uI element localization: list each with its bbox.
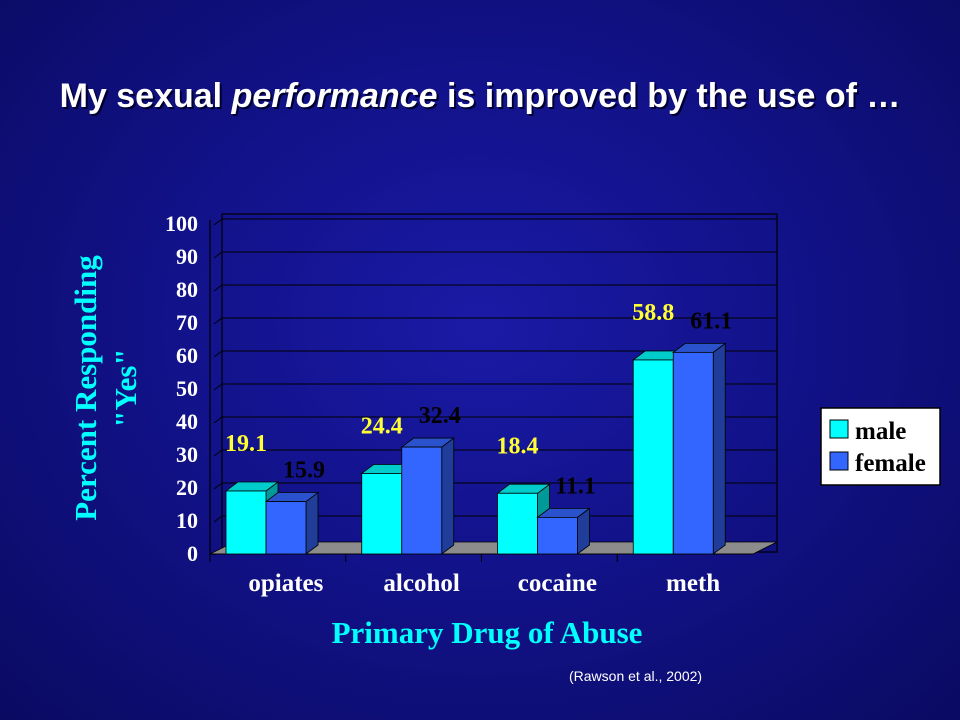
y-tick-label: 50 [176, 376, 198, 401]
y-tick-mark [213, 482, 223, 490]
y-tick-mark [213, 383, 223, 391]
bar-female-meth [672, 351, 714, 555]
y-tick-label: 90 [176, 244, 198, 269]
y-tick-label: 100 [165, 211, 198, 236]
bar-male-alcohol [361, 473, 403, 555]
legend-label-male: male [855, 418, 906, 445]
slide-title: My sexual performance is improved by the… [59, 77, 901, 115]
y-tick-label: 10 [176, 508, 198, 533]
bar-female-cocaine [537, 516, 578, 555]
data-label-male: 19.1 [225, 431, 267, 457]
y-tick-mark [213, 218, 223, 226]
y-axis-title-line2: "Yes" [108, 348, 143, 427]
legend-label-female: female [855, 450, 926, 477]
y-tick-label: 30 [176, 442, 198, 467]
bar-male-opiates [225, 490, 267, 555]
y-tick-mark [213, 416, 223, 424]
bar-side [305, 491, 319, 555]
y-tick-label: 20 [176, 475, 198, 500]
y-axis-title-line1: Percent Responding [68, 255, 103, 521]
y-tick-label: 0 [187, 541, 198, 566]
legend-swatch-male [829, 419, 849, 439]
data-label-male: 58.8 [632, 300, 674, 326]
y-tick-mark [213, 284, 223, 292]
data-label-female: 15.9 [283, 458, 325, 484]
x-tick-label: meth [666, 570, 720, 597]
x-tick-label: alcohol [383, 570, 459, 597]
data-label-female: 11.1 [555, 473, 596, 499]
bar-female-alcohol [401, 446, 443, 555]
data-label-male: 24.4 [361, 413, 403, 439]
y-tick-mark [213, 350, 223, 358]
y-tick-label: 70 [176, 310, 198, 335]
y-tick-mark [213, 449, 223, 457]
x-tick-label: opiates [248, 570, 323, 597]
data-label-female: 61.1 [690, 308, 732, 334]
bar-side [441, 437, 455, 555]
bar-male-meth [632, 359, 674, 555]
bar-female-opiates [265, 501, 307, 555]
data-label-male: 18.4 [497, 433, 539, 459]
y-tick-mark [213, 317, 223, 325]
y-tick-label: 40 [176, 409, 198, 434]
x-tick-label: cocaine [518, 570, 597, 597]
y-tick-mark [213, 251, 223, 259]
data-label-female: 32.4 [419, 403, 461, 429]
y-tick-mark [213, 515, 223, 523]
y-tick-label: 60 [176, 343, 198, 368]
bar-male-cocaine [497, 492, 538, 555]
citation: (Rawson et al., 2002) [569, 668, 703, 684]
bar-side [712, 342, 726, 555]
x-axis-title: Primary Drug of Abuse [332, 615, 643, 650]
legend-swatch-female [829, 451, 849, 471]
y-tick-label: 80 [176, 277, 198, 302]
